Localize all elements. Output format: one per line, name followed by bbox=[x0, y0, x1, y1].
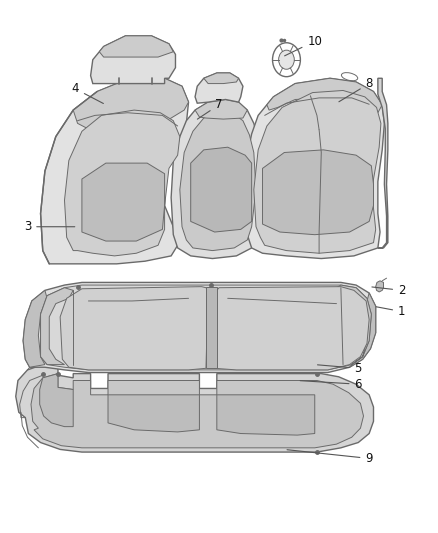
Polygon shape bbox=[217, 395, 315, 435]
Polygon shape bbox=[262, 150, 374, 235]
Polygon shape bbox=[206, 287, 217, 368]
Text: 1: 1 bbox=[376, 305, 406, 318]
Polygon shape bbox=[41, 288, 73, 365]
Polygon shape bbox=[16, 363, 374, 452]
Polygon shape bbox=[245, 78, 385, 259]
Text: 5: 5 bbox=[318, 362, 362, 375]
Text: 9: 9 bbox=[287, 450, 373, 465]
Polygon shape bbox=[267, 78, 382, 113]
Text: 8: 8 bbox=[339, 77, 373, 102]
Text: 6: 6 bbox=[300, 378, 362, 391]
Polygon shape bbox=[336, 285, 371, 365]
Polygon shape bbox=[60, 287, 208, 370]
Polygon shape bbox=[23, 290, 47, 367]
Polygon shape bbox=[82, 163, 165, 241]
Polygon shape bbox=[254, 91, 381, 253]
Polygon shape bbox=[99, 36, 173, 57]
Polygon shape bbox=[195, 100, 247, 119]
Text: 3: 3 bbox=[24, 220, 75, 233]
Polygon shape bbox=[215, 287, 369, 370]
Polygon shape bbox=[64, 110, 180, 256]
Polygon shape bbox=[378, 78, 388, 248]
Polygon shape bbox=[204, 73, 239, 84]
Polygon shape bbox=[108, 395, 199, 432]
Polygon shape bbox=[195, 73, 243, 103]
Polygon shape bbox=[73, 78, 188, 131]
Circle shape bbox=[279, 50, 294, 69]
Polygon shape bbox=[31, 374, 364, 448]
Text: 10: 10 bbox=[285, 35, 322, 56]
Polygon shape bbox=[180, 113, 256, 251]
Polygon shape bbox=[41, 78, 188, 264]
Polygon shape bbox=[91, 36, 176, 84]
Text: 2: 2 bbox=[372, 284, 406, 297]
Polygon shape bbox=[191, 147, 252, 232]
Text: 7: 7 bbox=[198, 98, 223, 119]
Polygon shape bbox=[171, 100, 260, 259]
Text: 4: 4 bbox=[72, 83, 103, 103]
Polygon shape bbox=[350, 293, 376, 367]
Polygon shape bbox=[23, 282, 376, 373]
Polygon shape bbox=[40, 374, 73, 426]
Polygon shape bbox=[41, 285, 371, 370]
Polygon shape bbox=[376, 281, 384, 292]
